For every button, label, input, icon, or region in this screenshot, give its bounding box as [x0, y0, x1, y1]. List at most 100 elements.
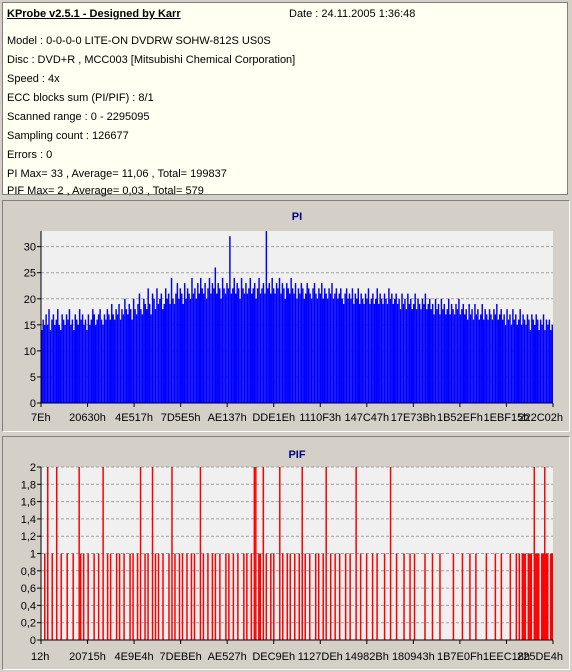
- data-bar: [217, 283, 219, 403]
- data-bar: [504, 324, 507, 403]
- data-bar: [128, 303, 130, 403]
- data-bar: [255, 298, 257, 403]
- info-speed: Speed : 4x: [7, 73, 60, 85]
- data-bar: [342, 303, 345, 403]
- data-bar: [134, 309, 136, 403]
- data-bar: [157, 303, 160, 403]
- data-bar: [548, 319, 551, 403]
- data-bar: [144, 303, 147, 403]
- data-bar: [398, 298, 400, 403]
- data-bar: [446, 309, 448, 403]
- data-bar: [534, 324, 536, 403]
- data-bar: [325, 467, 327, 640]
- data-bar: [108, 314, 110, 403]
- data-bar: [71, 319, 74, 403]
- data-bar: [118, 303, 120, 403]
- data-bar: [465, 309, 467, 403]
- data-bar: [262, 283, 265, 403]
- data-bar: [305, 293, 307, 403]
- data-bar: [168, 553, 170, 640]
- data-bar: [273, 553, 275, 640]
- data-bar: [545, 319, 548, 403]
- x-tick-label: 1110F3h: [299, 412, 341, 424]
- data-bar: [464, 314, 466, 403]
- info-ecc-blocks: ECC blocks sum (PI/PIF) : 8/1: [7, 92, 154, 104]
- data-bar: [46, 324, 49, 403]
- data-bar: [520, 324, 523, 403]
- data-bar: [102, 324, 104, 403]
- data-bar: [341, 298, 343, 403]
- data-bar: [431, 553, 434, 640]
- data-bar: [424, 553, 426, 640]
- data-bar: [420, 309, 422, 403]
- data-bar: [186, 288, 189, 403]
- data-bar: [258, 277, 260, 403]
- data-bar: [418, 303, 421, 403]
- data-bar: [166, 298, 168, 403]
- data-bar: [243, 553, 245, 640]
- data-bar: [338, 293, 341, 403]
- data-bar: [376, 288, 378, 403]
- data-bar: [439, 553, 441, 640]
- data-bar: [213, 288, 215, 403]
- data-bar: [45, 314, 47, 403]
- data-bar: [48, 309, 50, 403]
- data-bar: [403, 553, 405, 640]
- data-bar: [412, 303, 415, 403]
- data-bar: [111, 303, 113, 403]
- data-bar: [258, 553, 260, 640]
- data-bar: [350, 298, 352, 403]
- data-bar: [135, 314, 138, 403]
- data-bar: [518, 553, 521, 640]
- data-bar: [132, 553, 134, 640]
- data-bar: [462, 303, 465, 403]
- data-bar: [153, 298, 155, 403]
- data-bar: [383, 293, 386, 403]
- data-bar: [315, 293, 317, 403]
- data-bar: [289, 553, 292, 640]
- data-bar: [494, 314, 497, 403]
- x-tick-label: 180943h: [392, 651, 435, 663]
- data-bar: [485, 314, 488, 403]
- data-bar: [415, 309, 418, 403]
- data-bar: [429, 298, 431, 403]
- data-bar: [237, 288, 240, 403]
- data-bar: [65, 314, 68, 403]
- data-bar: [396, 303, 399, 403]
- data-bar: [304, 553, 306, 640]
- data-bar: [376, 553, 378, 640]
- data-bar: [329, 293, 332, 403]
- data-bar: [129, 309, 132, 403]
- data-bar: [100, 319, 103, 403]
- data-bar: [417, 298, 419, 403]
- x-tick-label: 1127DEh: [298, 651, 343, 663]
- data-bar: [542, 553, 545, 640]
- data-bar: [43, 324, 46, 403]
- data-bar: [232, 553, 235, 640]
- data-bar: [468, 303, 470, 403]
- data-bar: [125, 309, 128, 403]
- data-bar: [192, 293, 195, 403]
- data-bar: [299, 293, 301, 403]
- app-title: KProbe v2.5.1 - Designed by Karr: [7, 8, 181, 20]
- data-bar: [334, 553, 336, 640]
- data-bar: [455, 303, 457, 403]
- data-bar: [536, 553, 539, 640]
- data-bar: [380, 298, 383, 403]
- data-bar: [475, 553, 477, 640]
- data-bar: [204, 283, 206, 403]
- data-bar: [131, 319, 133, 403]
- x-tick-label: DEC9Eh: [252, 651, 295, 663]
- data-bar: [519, 309, 521, 403]
- data-bar: [286, 553, 289, 640]
- data-bar: [80, 319, 82, 403]
- data-bar: [399, 309, 402, 403]
- x-tick-label: 4E517h: [115, 412, 153, 424]
- data-bar: [426, 309, 428, 403]
- data-bar: [379, 293, 381, 403]
- data-bar: [527, 553, 530, 640]
- data-bar: [76, 319, 78, 403]
- data-bar: [440, 298, 443, 403]
- data-bar: [181, 553, 184, 640]
- x-tick-label: 20630h: [69, 412, 106, 424]
